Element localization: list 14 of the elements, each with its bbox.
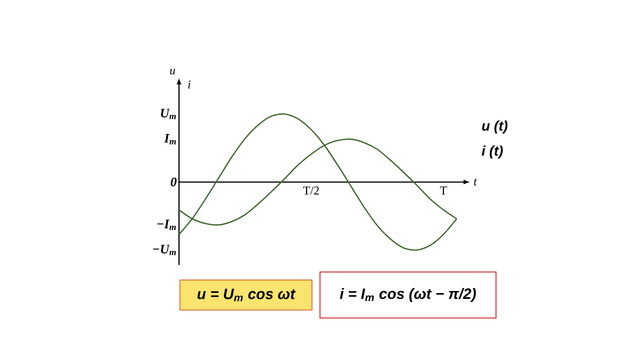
annotation: T/2 (303, 186, 319, 195)
y-axis-title: u (170, 68, 176, 74)
text: −U$_{m}$ (153, 244, 176, 256)
text: u = U$_{m}$ cos ωt (198, 288, 296, 302)
text: 0 (170, 178, 177, 186)
annotation: T (440, 186, 447, 194)
text: −I$_{m}$ (157, 220, 176, 230)
text: i = I$_{m}$ cos (ωt − π/2) (340, 288, 476, 302)
x-axis-title: t (474, 178, 478, 186)
text: U$_{m}$ (160, 108, 176, 120)
text: I$_{m}$ (164, 134, 176, 144)
text: i (188, 80, 190, 88)
text: i (t) (482, 145, 503, 158)
text: u (t) (482, 120, 508, 134)
